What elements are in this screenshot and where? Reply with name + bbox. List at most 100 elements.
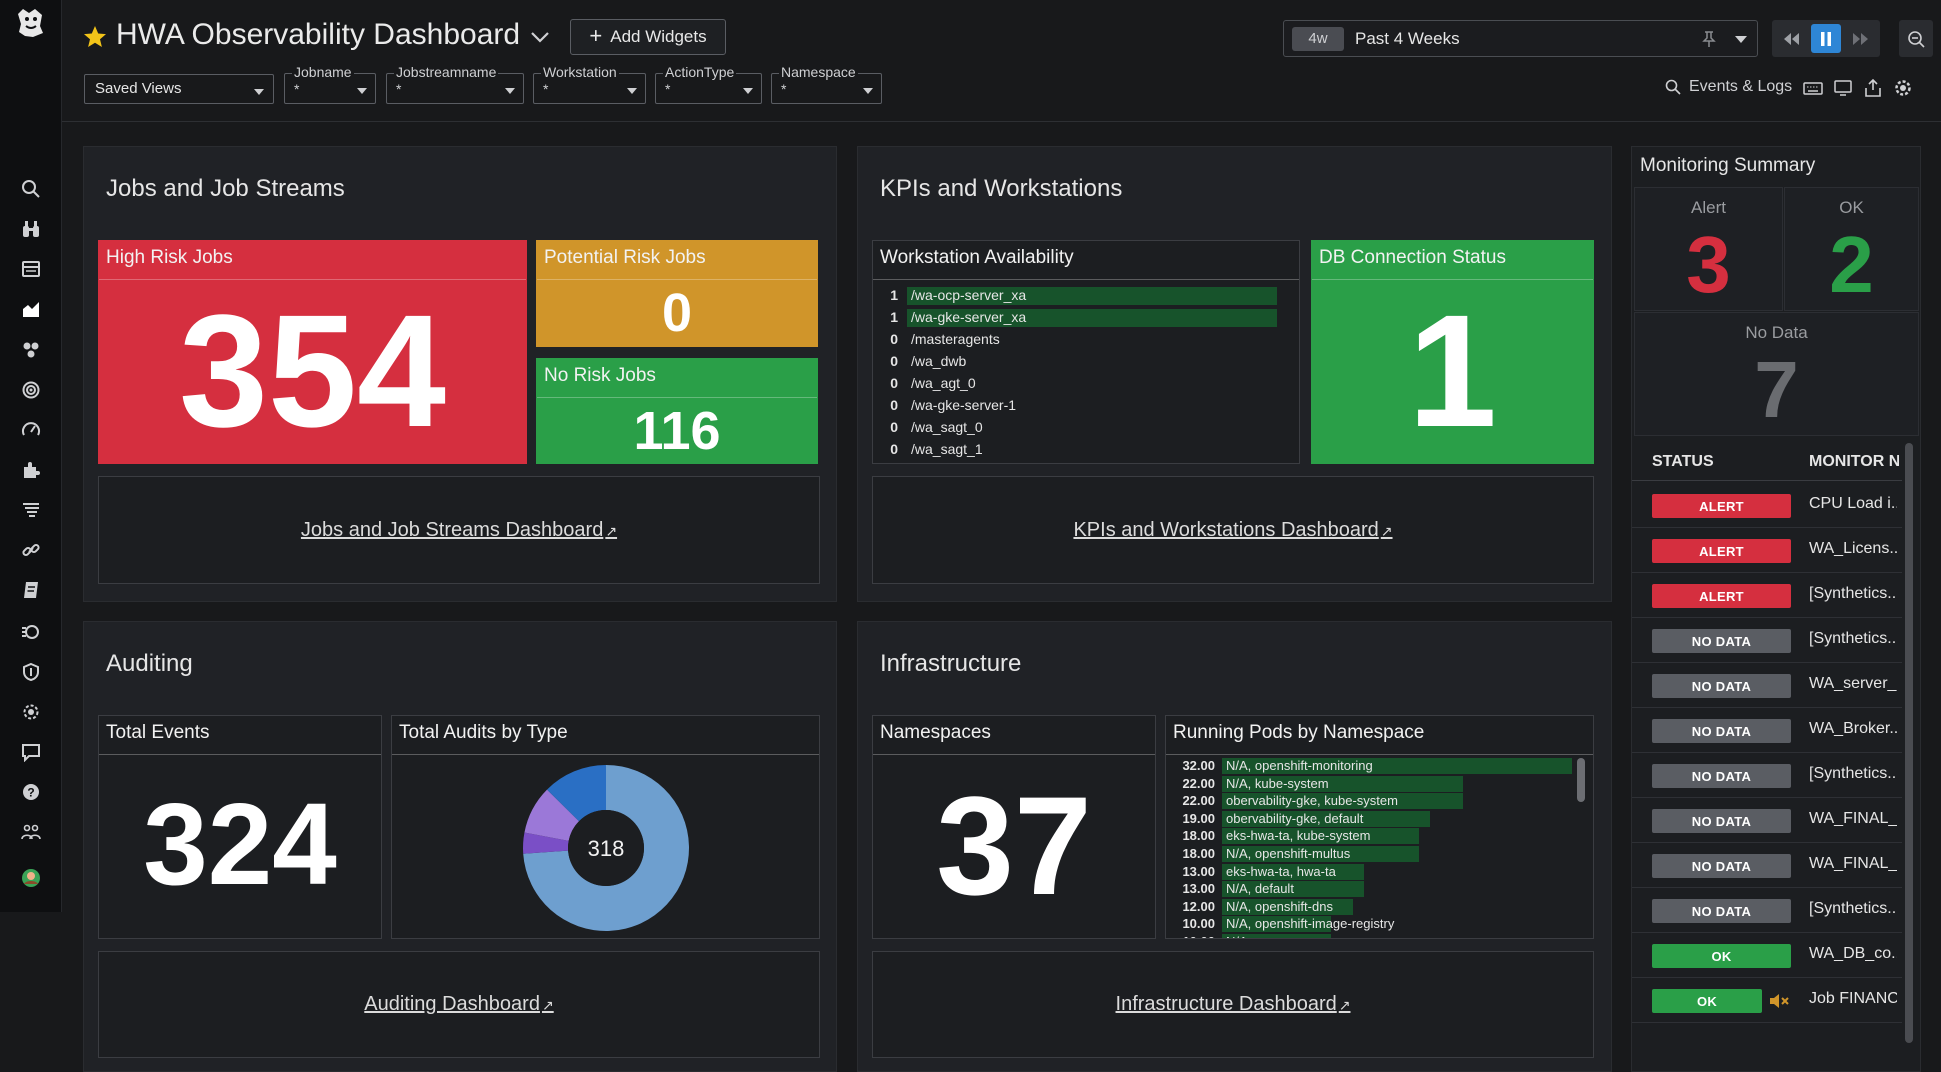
- pods-row[interactable]: 22.00 obervability-gke, kube-system: [1176, 792, 1576, 810]
- status-pill[interactable]: ALERT: [1652, 494, 1791, 518]
- time-range-picker[interactable]: 4w Past 4 Weeks: [1283, 20, 1758, 57]
- infrastructure-icon[interactable]: [19, 338, 43, 362]
- db-connection-status-widget[interactable]: DB Connection Status 1: [1311, 240, 1594, 464]
- monitor-name[interactable]: Job FINANC...: [1809, 990, 1897, 1007]
- chevron-down-icon[interactable]: [530, 30, 550, 44]
- status-pill[interactable]: NO DATA: [1652, 764, 1791, 788]
- pods-row[interactable]: 13.00 N/A, default: [1176, 880, 1576, 898]
- pods-row[interactable]: 32.00 N/A, openshift-monitoring: [1176, 757, 1576, 775]
- monitor-name[interactable]: CPU Load i...: [1809, 495, 1897, 512]
- keyboard-icon[interactable]: [1803, 78, 1823, 98]
- availability-row[interactable]: 1/wa-ocp-server_xa: [881, 285, 1291, 307]
- kpis-dashboard-link[interactable]: KPIs and Workstations Dashboard ↗: [1073, 519, 1392, 542]
- running-pods-widget[interactable]: Running Pods by Namespace 32.00 N/A, open…: [1165, 715, 1594, 939]
- user-avatar-icon[interactable]: [19, 866, 43, 890]
- monitor-row[interactable]: OK Job FINANC...: [1632, 978, 1902, 1023]
- monitor-row[interactable]: ALERT [Synthetics...: [1632, 573, 1902, 618]
- dashboards-icon[interactable]: [19, 297, 43, 321]
- status-pill[interactable]: NO DATA: [1652, 899, 1791, 923]
- pods-scrollbar[interactable]: [1574, 756, 1588, 806]
- status-pill[interactable]: OK: [1652, 989, 1762, 1013]
- tv-mode-icon[interactable]: [1833, 78, 1853, 98]
- status-pill[interactable]: NO DATA: [1652, 719, 1791, 743]
- settings-gear-icon[interactable]: [1893, 78, 1913, 98]
- status-pill[interactable]: ALERT: [1652, 539, 1791, 563]
- zoom-out-button[interactable]: [1899, 20, 1933, 57]
- monitor-name[interactable]: [Synthetics...: [1809, 585, 1897, 602]
- logs-icon[interactable]: [19, 498, 43, 522]
- no-risk-jobs-widget[interactable]: No Risk Jobs 116: [536, 358, 818, 464]
- filter-jobstreamname[interactable]: Jobstreamname *: [386, 64, 524, 104]
- watchdog-icon[interactable]: [19, 620, 43, 644]
- workstation-availability-widget[interactable]: Workstation Availability 1/wa-ocp-server…: [872, 240, 1300, 464]
- settings-gear-icon[interactable]: [19, 700, 43, 724]
- team-icon[interactable]: [19, 820, 43, 844]
- nodata-count-cell[interactable]: No Data 7: [1634, 312, 1919, 436]
- monitor-row[interactable]: NO DATA [Synthetics...: [1632, 888, 1902, 933]
- status-pill[interactable]: NO DATA: [1652, 854, 1791, 878]
- pods-row[interactable]: 19.00 obervability-gke, default: [1176, 810, 1576, 828]
- alert-count-cell[interactable]: Alert 3: [1634, 187, 1783, 311]
- add-widgets-button[interactable]: + Add Widgets: [570, 19, 726, 55]
- search-icon[interactable]: [19, 177, 43, 201]
- monitor-name-column-header[interactable]: MONITOR NAME: [1809, 453, 1899, 470]
- security-icon[interactable]: [19, 660, 43, 684]
- monitor-name[interactable]: WA_DB_co...: [1809, 945, 1897, 962]
- pause-button[interactable]: [1811, 24, 1841, 53]
- saved-views-select[interactable]: Saved Views: [84, 74, 274, 104]
- monitor-row[interactable]: NO DATA WA_Broker...: [1632, 708, 1902, 753]
- pods-row[interactable]: 10.00 N/A, openshift-image-registry: [1176, 915, 1576, 933]
- pods-row[interactable]: 12.00 N/A, openshift-dns: [1176, 898, 1576, 916]
- potential-risk-jobs-widget[interactable]: Potential Risk Jobs 0: [536, 240, 818, 347]
- jobs-dashboard-link[interactable]: Jobs and Job Streams Dashboard ↗: [301, 519, 617, 542]
- monitor-name[interactable]: [Synthetics...: [1809, 630, 1897, 647]
- favorite-star-icon[interactable]: [82, 24, 108, 50]
- status-pill[interactable]: OK: [1652, 944, 1791, 968]
- chevron-down-icon[interactable]: [1734, 35, 1748, 45]
- status-pill[interactable]: NO DATA: [1652, 629, 1791, 653]
- binoculars-icon[interactable]: [19, 217, 43, 241]
- auditing-dashboard-link[interactable]: Auditing Dashboard ↗: [364, 993, 553, 1016]
- monitor-name[interactable]: WA_FINAL_...: [1809, 855, 1897, 872]
- monitor-name[interactable]: WA_Broker...: [1809, 720, 1897, 737]
- total-events-widget[interactable]: Total Events 324: [98, 715, 382, 939]
- monitor-row[interactable]: OK WA_DB_co...: [1632, 933, 1902, 978]
- donut-slice-type-c[interactable]: [524, 789, 579, 841]
- pods-row[interactable]: 10.00 N/A, wa: [1176, 933, 1576, 938]
- monitor-name[interactable]: [Synthetics...: [1809, 765, 1897, 782]
- rewind-button[interactable]: [1776, 24, 1806, 53]
- total-audits-by-type-widget[interactable]: Total Audits by Type 318: [391, 715, 820, 939]
- ok-count-cell[interactable]: OK 2: [1784, 187, 1919, 311]
- monitor-row[interactable]: NO DATA [Synthetics...: [1632, 753, 1902, 798]
- filter-workstation[interactable]: Workstation *: [533, 64, 646, 104]
- monitor-scrollbar-thumb[interactable]: [1905, 443, 1913, 1043]
- pin-icon[interactable]: [1701, 30, 1717, 48]
- availability-row[interactable]: 0/wa_sagt_1: [881, 439, 1291, 461]
- fast-forward-button[interactable]: [1846, 24, 1876, 53]
- muted-speaker-icon[interactable]: [1768, 991, 1790, 1011]
- donut-slice-type-b[interactable]: [523, 832, 569, 854]
- share-export-icon[interactable]: [1863, 78, 1883, 98]
- pods-row[interactable]: 22.00 N/A, kube-system: [1176, 775, 1576, 793]
- status-pill[interactable]: NO DATA: [1652, 674, 1791, 698]
- help-icon[interactable]: ?: [19, 780, 43, 804]
- donut-slice-type-d[interactable]: [547, 765, 606, 822]
- availability-row[interactable]: 0/wa_agt_0: [881, 373, 1291, 395]
- monitor-row[interactable]: NO DATA WA_server_...: [1632, 663, 1902, 708]
- monitors-icon[interactable]: [19, 378, 43, 402]
- pods-scrollbar-thumb[interactable]: [1577, 758, 1585, 802]
- pods-row[interactable]: 13.00 eks-hwa-ta, hwa-ta: [1176, 863, 1576, 881]
- availability-row[interactable]: 0/wa-gke-server-1: [881, 395, 1291, 417]
- availability-row[interactable]: 0/wa_dwb: [881, 351, 1291, 373]
- monitor-scrollbar[interactable]: [1903, 441, 1915, 1072]
- monitor-row[interactable]: ALERT WA_Licens...: [1632, 528, 1902, 573]
- events-logs-button[interactable]: Events & Logs: [1665, 78, 1792, 96]
- pods-row[interactable]: 18.00 N/A, openshift-multus: [1176, 845, 1576, 863]
- status-pill[interactable]: NO DATA: [1652, 809, 1791, 833]
- monitor-name[interactable]: WA_FINAL_...: [1809, 810, 1897, 827]
- audits-donut-chart[interactable]: 318: [521, 763, 691, 933]
- status-pill[interactable]: ALERT: [1652, 584, 1791, 608]
- namespaces-widget[interactable]: Namespaces 37: [872, 715, 1156, 939]
- monitor-row[interactable]: NO DATA WA_FINAL_...: [1632, 843, 1902, 888]
- monitor-name[interactable]: WA_server_...: [1809, 675, 1897, 692]
